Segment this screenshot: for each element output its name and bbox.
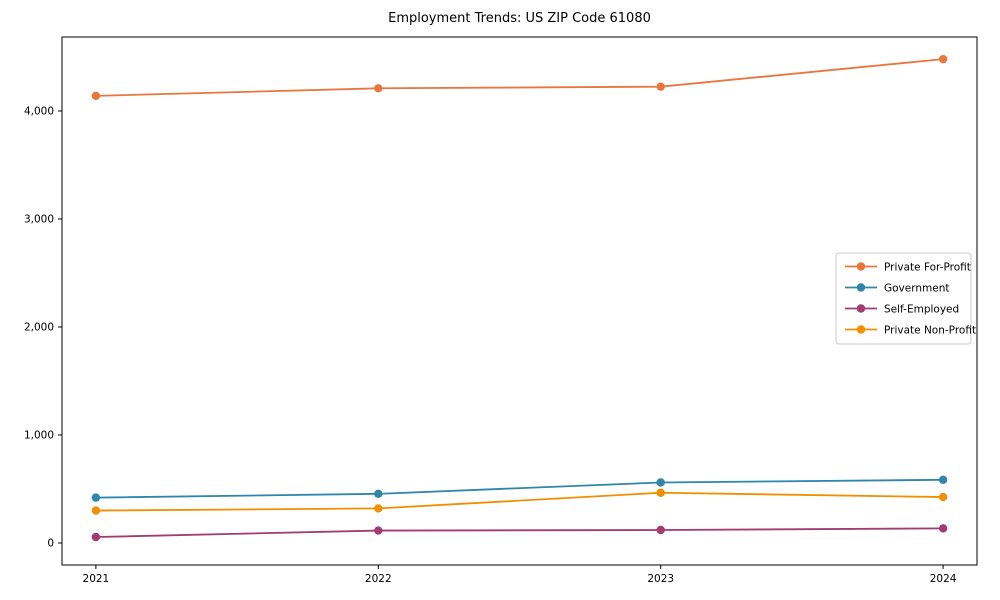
x-tick-label: 2021 [83, 573, 110, 585]
x-tick-label: 2022 [365, 573, 392, 585]
marker-private-non-profit-2024 [938, 492, 948, 502]
series-line-private-for-profit [94, 58, 945, 97]
chart-title: Employment Trends: US ZIP Code 61080 [388, 11, 651, 26]
legend-label-private-non-profit: Private Non-Profit [884, 324, 976, 336]
marker-government-2024 [938, 475, 948, 484]
x-tick-label: 2024 [930, 573, 957, 585]
marker-government-2023 [656, 478, 665, 487]
legend-marker-government [856, 283, 866, 292]
legend-label-self-employed: Self-Employed [884, 303, 959, 315]
marker-private-non-profit-2022 [374, 504, 383, 513]
series-line-private-non-profit [94, 491, 945, 512]
marker-private-for-profit-2022 [374, 84, 383, 93]
marker-private-for-profit-2024 [938, 54, 948, 64]
y-tick-label: 4,000 [24, 106, 54, 118]
marker-self-employed-2021 [91, 532, 101, 542]
legend-marker-self-employed [856, 304, 866, 313]
marker-self-employed-2024 [938, 524, 948, 533]
legend-label-government: Government [884, 282, 949, 294]
marker-government-2022 [374, 489, 383, 499]
series-line-government [94, 478, 945, 499]
legend-marker-private-for-profit [856, 262, 866, 271]
marker-government-2021 [91, 493, 101, 502]
marker-private-for-profit-2021 [91, 91, 101, 101]
marker-private-non-profit-2021 [91, 506, 101, 515]
series-line-self-employed [94, 527, 945, 538]
plot-area [61, 36, 978, 566]
legend-marker-private-non-profit [856, 325, 866, 334]
legend-label-private-for-profit: Private For-Profit [884, 261, 971, 273]
y-tick-label: 0 [47, 538, 54, 550]
marker-self-employed-2022 [374, 526, 383, 535]
marker-private-for-profit-2023 [656, 82, 665, 91]
legend-box [835, 252, 972, 345]
y-tick-label: 2,000 [24, 322, 54, 334]
marker-self-employed-2023 [656, 525, 665, 535]
y-tick-label: 1,000 [24, 430, 54, 442]
x-tick-label: 2023 [647, 573, 674, 585]
marker-private-non-profit-2023 [656, 488, 665, 497]
y-tick-label: 3,000 [24, 214, 54, 226]
